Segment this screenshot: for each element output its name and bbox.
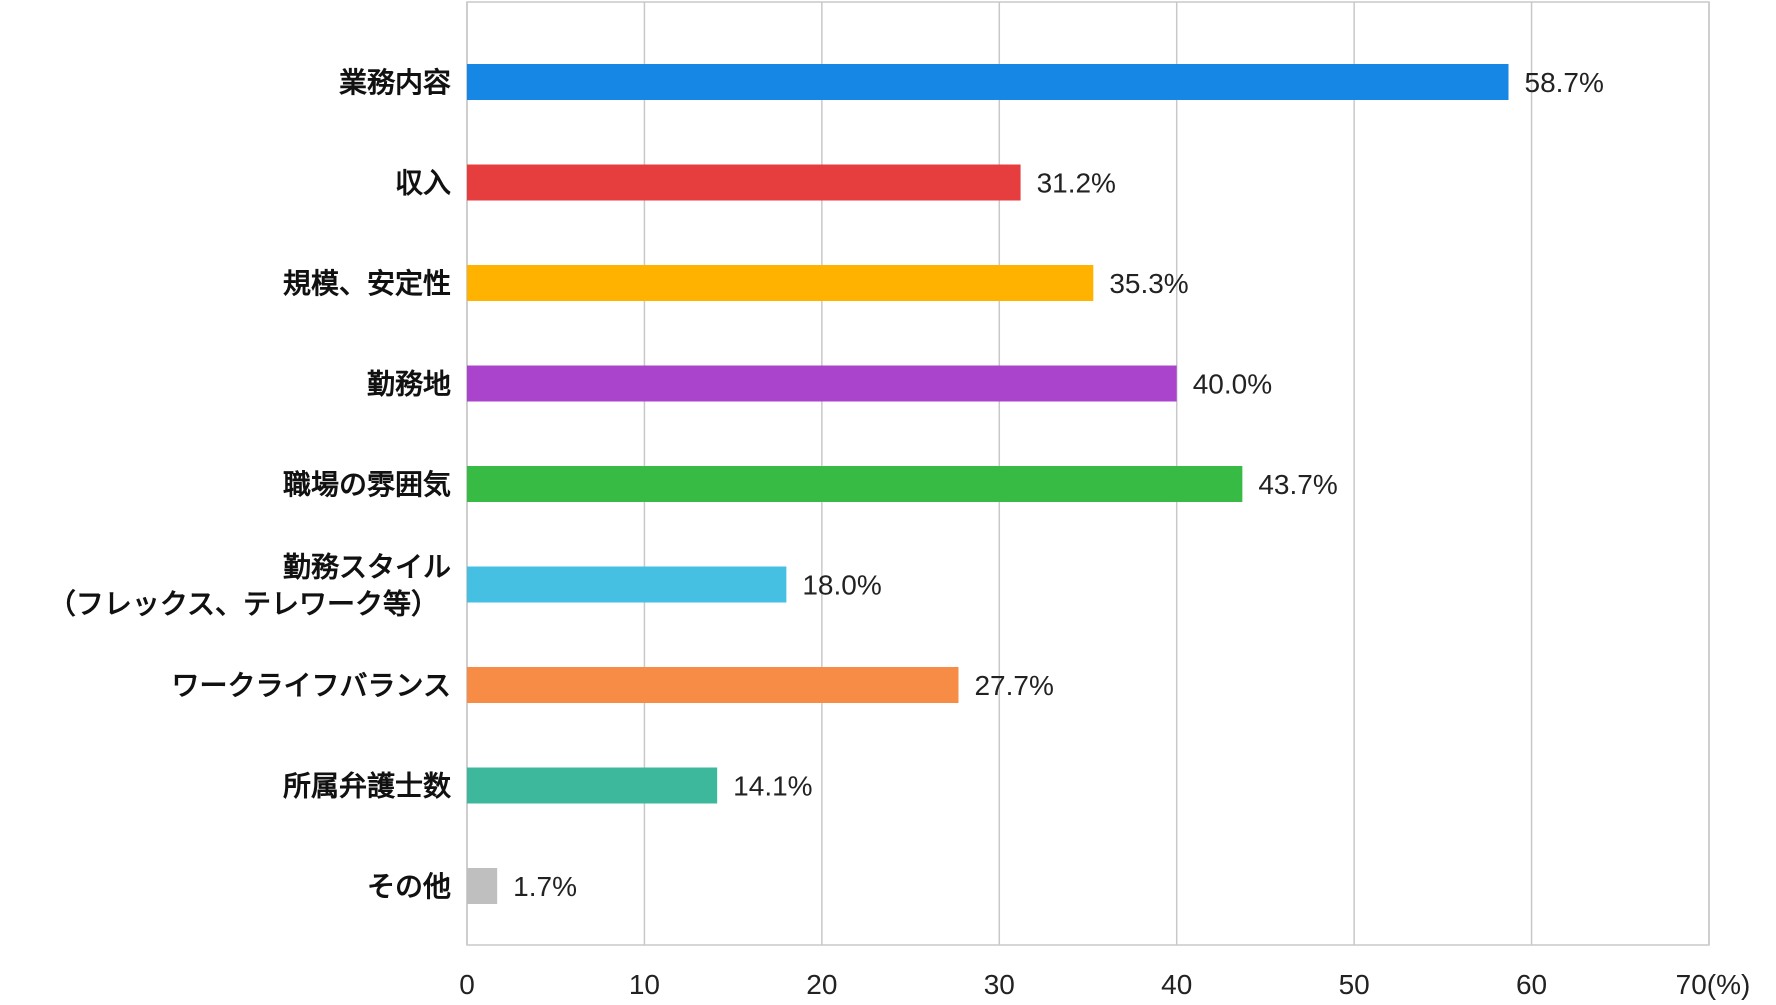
x-tick-label: 30 — [984, 969, 1015, 1000]
category-label: 職場の雰囲気 — [283, 468, 451, 501]
category-label: 規模、安定性 — [283, 267, 451, 300]
bar-value-label: 14.1% — [733, 771, 812, 802]
x-tick-label: 10 — [629, 969, 660, 1000]
category-label: 勤務地 — [367, 368, 451, 401]
category-label: 所属弁護士数 — [283, 770, 452, 803]
category-label-line2: （フレックス、テレワーク等） — [48, 588, 439, 621]
x-axis-tick-labels: 0 10 20 30 40 50 60 70(%) — [459, 969, 1750, 1000]
bar-value-label: 58.7% — [1525, 67, 1604, 98]
bar — [467, 265, 1094, 301]
x-tick-label: 60 — [1516, 969, 1547, 1000]
bar-value-label: 40.0% — [1193, 369, 1272, 400]
bar — [467, 466, 1243, 502]
bar-value-label: 18.0% — [802, 570, 881, 601]
bar — [467, 566, 787, 603]
value-labels: 58.7% 31.2% 35.3% 40.0% 43.7% 18.0% 27.7% 14.1%… — [513, 67, 1604, 902]
x-tick-label: 40 — [1161, 969, 1192, 1000]
category-label: 業務内容 — [339, 66, 451, 99]
category-label: ワークライフバランス — [172, 669, 451, 702]
bar — [467, 767, 718, 804]
category-label: 収入 — [395, 167, 451, 200]
x-tick-label: 70(%) — [1676, 969, 1751, 1000]
bar-value-label: 43.7% — [1258, 469, 1337, 500]
category-label: その他 — [367, 870, 451, 903]
x-tick-label: 0 — [459, 969, 475, 1000]
bar-value-label: 31.2% — [1037, 168, 1116, 199]
bar — [467, 64, 1509, 100]
category-label: 勤務スタイル — [283, 551, 451, 584]
bar-value-label: 27.7% — [974, 670, 1053, 701]
bar — [467, 164, 1021, 201]
bars — [467, 64, 1509, 904]
bar — [467, 868, 498, 904]
x-tick-label: 50 — [1339, 969, 1370, 1000]
bar-value-label: 1.7% — [513, 871, 577, 902]
x-tick-label: 20 — [806, 969, 837, 1000]
bar-value-label: 35.3% — [1109, 268, 1188, 299]
bar — [467, 667, 959, 703]
bar — [467, 365, 1177, 402]
